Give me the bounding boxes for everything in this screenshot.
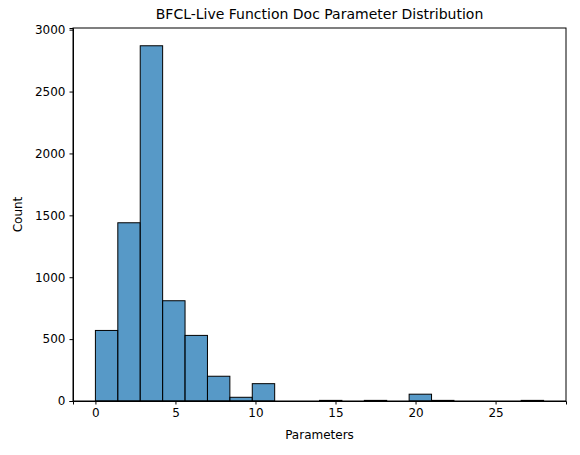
y-tick-mark xyxy=(70,92,74,93)
plot-area: 0 5 10 15 20 25 0 500 1000 1500 2000 2500 3000 xyxy=(35,23,567,420)
x-tick: 15 xyxy=(328,401,343,420)
y-tick-label: 2000 xyxy=(35,147,66,161)
bar xyxy=(252,384,274,401)
bar xyxy=(207,376,229,401)
plot-frame xyxy=(73,28,566,401)
bar xyxy=(95,330,117,401)
x-axis-title: Parameters xyxy=(285,428,354,442)
y-tick: 2000 xyxy=(35,147,73,161)
x-tick-mark xyxy=(255,401,256,405)
chart: 0 5 10 15 20 25 0 500 1000 1500 2000 2500 3000 BFCL-L… xyxy=(0,0,580,455)
x-tick-label: 25 xyxy=(488,406,503,420)
x-tick-label: 0 xyxy=(92,406,100,420)
y-tick: 3000 xyxy=(35,23,73,37)
y-tick-mark xyxy=(70,153,74,154)
y-tick-mark xyxy=(70,277,74,278)
x-tick: 10 xyxy=(248,401,263,420)
x-tick-mark xyxy=(336,401,337,405)
y-axis-title: Count xyxy=(11,196,25,232)
x-tick-mark xyxy=(496,401,497,405)
y-tick-label: 1500 xyxy=(35,209,66,223)
x-tick: 0 xyxy=(92,401,100,420)
y-tick-label: 1000 xyxy=(35,271,66,285)
bar xyxy=(230,397,252,401)
y-tick-mark xyxy=(70,215,74,216)
x-axis-line xyxy=(74,402,567,405)
y-tick: 0 xyxy=(58,394,73,408)
bar xyxy=(185,335,207,401)
y-tick-label: 0 xyxy=(58,394,66,408)
y-axis: 0 500 1000 1500 2000 2500 3000 xyxy=(35,23,74,408)
x-tick-label: 15 xyxy=(328,406,343,420)
bar xyxy=(140,46,162,401)
y-tick-label: 3000 xyxy=(35,23,66,37)
x-tick-label: 5 xyxy=(172,406,180,420)
y-tick-label: 500 xyxy=(43,332,66,346)
x-tick: 20 xyxy=(408,401,423,420)
y-tick: 2500 xyxy=(35,85,73,99)
y-tick: 500 xyxy=(43,332,73,346)
bar xyxy=(118,223,140,401)
bars xyxy=(95,46,543,401)
x-tick-mark xyxy=(175,401,176,405)
x-tick-label: 10 xyxy=(248,406,263,420)
x-tick-mark xyxy=(95,401,96,405)
title: BFCL-Live Function Doc Parameter Distrib… xyxy=(156,6,484,22)
x-axis: 0 5 10 15 20 25 xyxy=(74,401,567,420)
y-tick-mark xyxy=(70,30,74,31)
y-tick-mark xyxy=(70,339,74,340)
y-tick: 1500 xyxy=(35,209,73,223)
y-tick-label: 2500 xyxy=(35,85,66,99)
x-tick: 25 xyxy=(488,401,503,420)
y-tick-mark xyxy=(70,401,74,402)
x-tick: 5 xyxy=(172,401,180,420)
y-tick: 1000 xyxy=(35,271,73,285)
bar xyxy=(409,394,431,401)
bar xyxy=(163,301,185,401)
x-tick-mark xyxy=(416,401,417,405)
x-tick-label: 20 xyxy=(408,406,423,420)
